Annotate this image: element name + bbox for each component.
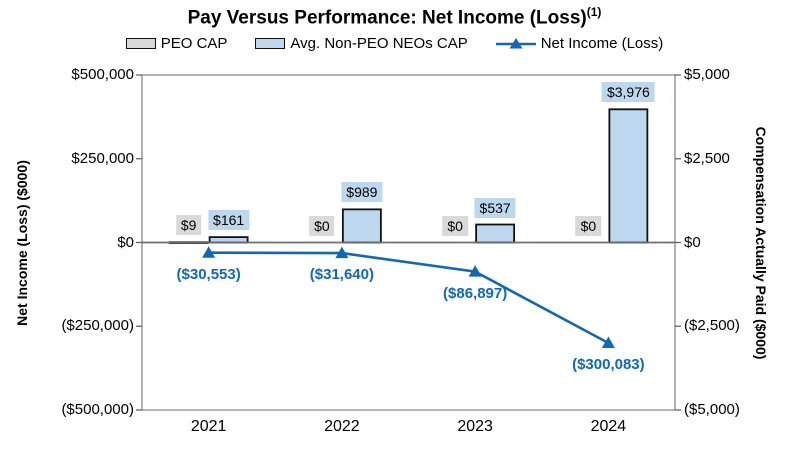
legend-item-net-income: Net Income (Loss) xyxy=(495,35,664,52)
legend-item-non-peo-neos-cap: Avg. Non-PEO NEOs CAP xyxy=(255,35,468,52)
legend-label-non-peo-neos-cap: Avg. Non-PEO NEOs CAP xyxy=(290,35,468,52)
net-income-marker xyxy=(601,336,615,349)
legend-item-peo-cap: PEO CAP xyxy=(125,35,228,52)
net-income-marker xyxy=(335,246,349,259)
line-triangle-marker-icon xyxy=(495,37,536,48)
legend-label-net-income: Net Income (Loss) xyxy=(540,35,664,52)
chart-title-text: Pay Versus Performance: Net Income (Loss… xyxy=(187,7,587,29)
neo-cap-bar xyxy=(608,108,649,244)
neo-cap-bar xyxy=(341,208,382,244)
net-income-marker xyxy=(202,246,216,258)
legend: PEO CAP Avg. Non-PEO NEOs CAP Net Income… xyxy=(0,35,789,52)
chart-title: Pay Versus Performance: Net Income (Loss… xyxy=(0,5,789,29)
peo-cap-swatch-icon xyxy=(125,38,156,49)
net-income-marker xyxy=(468,265,482,277)
net-income-line xyxy=(208,251,609,345)
neo-cap-swatch-icon xyxy=(255,38,286,49)
neo-cap-bar xyxy=(475,223,516,244)
legend-label-peo-cap: PEO CAP xyxy=(160,35,228,52)
footnote-marker: (1) xyxy=(586,5,602,19)
